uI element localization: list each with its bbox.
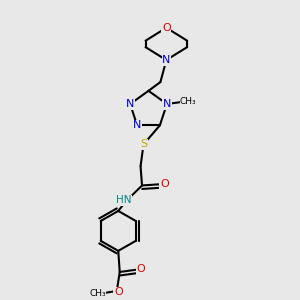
Text: N: N bbox=[163, 99, 171, 109]
Text: O: O bbox=[162, 23, 171, 33]
Text: O: O bbox=[160, 179, 169, 189]
Text: HN: HN bbox=[116, 195, 132, 205]
Text: CH₃: CH₃ bbox=[89, 290, 106, 298]
Text: S: S bbox=[140, 140, 147, 149]
Text: N: N bbox=[126, 99, 134, 109]
Text: CH₃: CH₃ bbox=[180, 97, 196, 106]
Text: O: O bbox=[114, 287, 123, 298]
Text: O: O bbox=[137, 264, 146, 274]
Text: N: N bbox=[133, 120, 141, 130]
Text: N: N bbox=[162, 55, 170, 65]
